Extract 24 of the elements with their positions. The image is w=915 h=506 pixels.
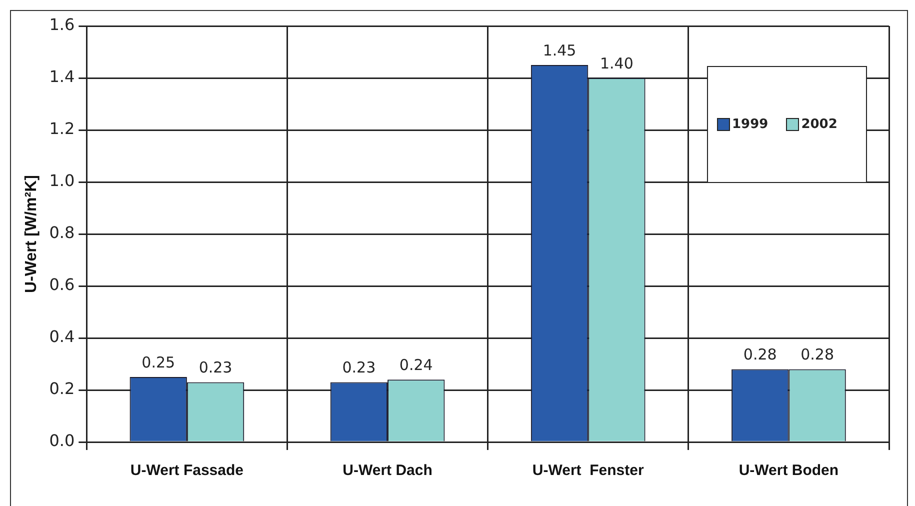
x-tick-label: U-Wert Fenster [532,462,644,480]
x-tick-label: U-Wert Dach [342,462,432,480]
data-label: 0.23 [198,358,232,377]
data-label: 0.23 [342,358,376,377]
x-tick-label: U-Wert Fassade [130,462,244,480]
y-tick-label: 0.0 [49,431,75,450]
y-tick-label: 1.6 [49,15,75,34]
y-tick-label: 1.4 [49,67,75,86]
data-label: 0.24 [399,356,433,374]
y-tick-label: 0.4 [49,327,75,346]
data-label: 0.28 [743,346,777,364]
y-tick-label: 0.2 [49,379,75,398]
data-label: 1.45 [542,41,576,60]
data-label: 1.40 [600,54,634,72]
y-tick-label: 1.2 [49,119,75,138]
y-axis-title: U-Wert [W/m²K] [23,175,40,293]
y-tick-label: 1.0 [49,171,75,190]
data-label: 0.28 [800,346,834,364]
x-tick-label: U-Wert Boden [738,462,839,480]
y-tick-label: 0.8 [49,223,75,242]
y-tick-label: 0.6 [49,275,75,294]
legend-label: 1999 [732,117,768,132]
legend-label: 2002 [801,117,838,132]
data-label: 0.25 [142,353,176,372]
